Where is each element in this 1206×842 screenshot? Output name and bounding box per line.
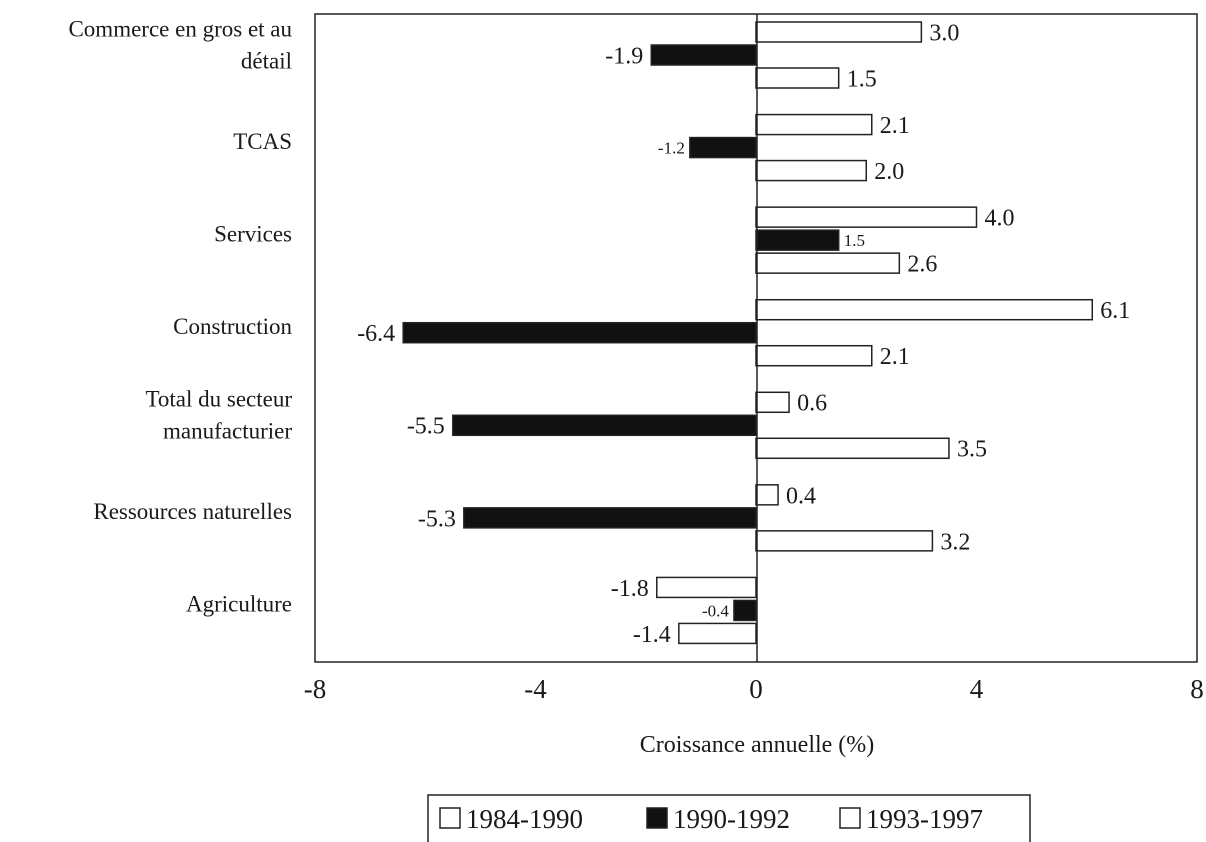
data-label-1993-1997-2: 2.6 [907,252,937,278]
legend-swatch-1984-1990 [439,807,461,829]
bar-1993-1997-0 [755,67,840,89]
data-label-1993-1997-6: -1.4 [633,622,671,648]
bar-1993-1997-2 [755,252,901,274]
category-label-3-0: Construction [173,314,292,339]
bar-1990-1992-4 [452,414,757,437]
legend: 1984-1990 1990-1992 1993-1997 [427,794,1031,842]
x-tick-label-1: -4 [524,674,547,704]
bar-1984-1990-4 [755,391,790,414]
bar-1990-1992-1 [689,136,757,159]
category-label-0-0: Commerce en gros et au [68,16,292,41]
bar-1984-1990-2 [755,206,978,228]
data-label-1993-1997-4: 3.5 [957,437,987,463]
data-label-1984-1990-4: 0.6 [797,391,827,417]
legend-label-1993-1997: 1993-1997 [866,804,983,834]
x-tick-label-0: -8 [304,674,327,704]
x-tick-label-4: 8 [1190,674,1204,704]
x-tick-label-2: 0 [749,674,763,704]
legend-label-1984-1990: 1984-1990 [466,804,583,834]
category-label-2-0: Services [214,221,292,246]
category-label-4-0: Total du secteur [145,387,292,412]
bar-1993-1997-3 [755,344,873,367]
data-label-1984-1990-3: 6.1 [1100,298,1130,324]
legend-swatch-1993-1997 [839,807,861,829]
legend-frame [427,794,1031,842]
data-label-1984-1990-2: 4.0 [985,206,1015,232]
category-label-1-0: TCAS [233,129,292,154]
category-label-6-0: Agriculture [186,592,292,617]
data-label-1993-1997-5: 3.2 [940,529,970,555]
data-label-1990-1992-1: -1.2 [658,139,685,158]
category-label-5-0: Ressources naturelles [93,499,292,524]
legend-label-1990-1992: 1990-1992 [673,804,790,834]
data-label-1990-1992-4: -5.5 [407,414,445,440]
data-label-1984-1990-6: -1.8 [611,576,649,602]
bar-1990-1992-6 [733,599,757,622]
plot-frame [314,13,1198,663]
bar-1984-1990-5 [755,484,779,506]
data-label-1984-1990-1: 2.1 [880,113,910,139]
data-label-1990-1992-3: -6.4 [357,321,395,347]
x-axis-title: Croissance annuelle (%) [640,732,875,758]
bar-1990-1992-5 [463,507,757,529]
data-label-1990-1992-0: -1.9 [605,43,643,69]
bar-1984-1990-3 [755,298,1094,321]
data-label-1990-1992-6: -0.4 [702,601,729,620]
category-label-4-1: manufacturier [163,419,292,444]
bar-1990-1992-3 [402,321,757,344]
bar-1984-1990-6 [656,576,757,599]
legend-swatch-1990-1992 [646,807,668,829]
bar-1984-1990-0 [755,21,923,43]
bar-1993-1997-6 [678,622,757,645]
data-label-1984-1990-0: 3.0 [929,20,959,46]
bar-1990-1992-2 [755,229,840,251]
data-label-1990-1992-2: 1.5 [844,231,865,250]
bar-1993-1997-5 [755,530,934,552]
bar-1993-1997-1 [755,159,867,182]
bar-1993-1997-4 [755,437,950,460]
data-label-1993-1997-3: 2.1 [880,344,910,370]
data-label-1984-1990-5: 0.4 [786,483,816,509]
bar-1984-1990-1 [755,113,873,136]
data-label-1990-1992-5: -5.3 [418,506,456,532]
bar-1990-1992-0 [650,44,757,66]
x-tick-label-3: 4 [970,674,984,704]
data-label-1993-1997-1: 2.0 [874,159,904,185]
category-label-0-1: détail [241,48,292,73]
data-label-1993-1997-0: 1.5 [847,66,877,92]
